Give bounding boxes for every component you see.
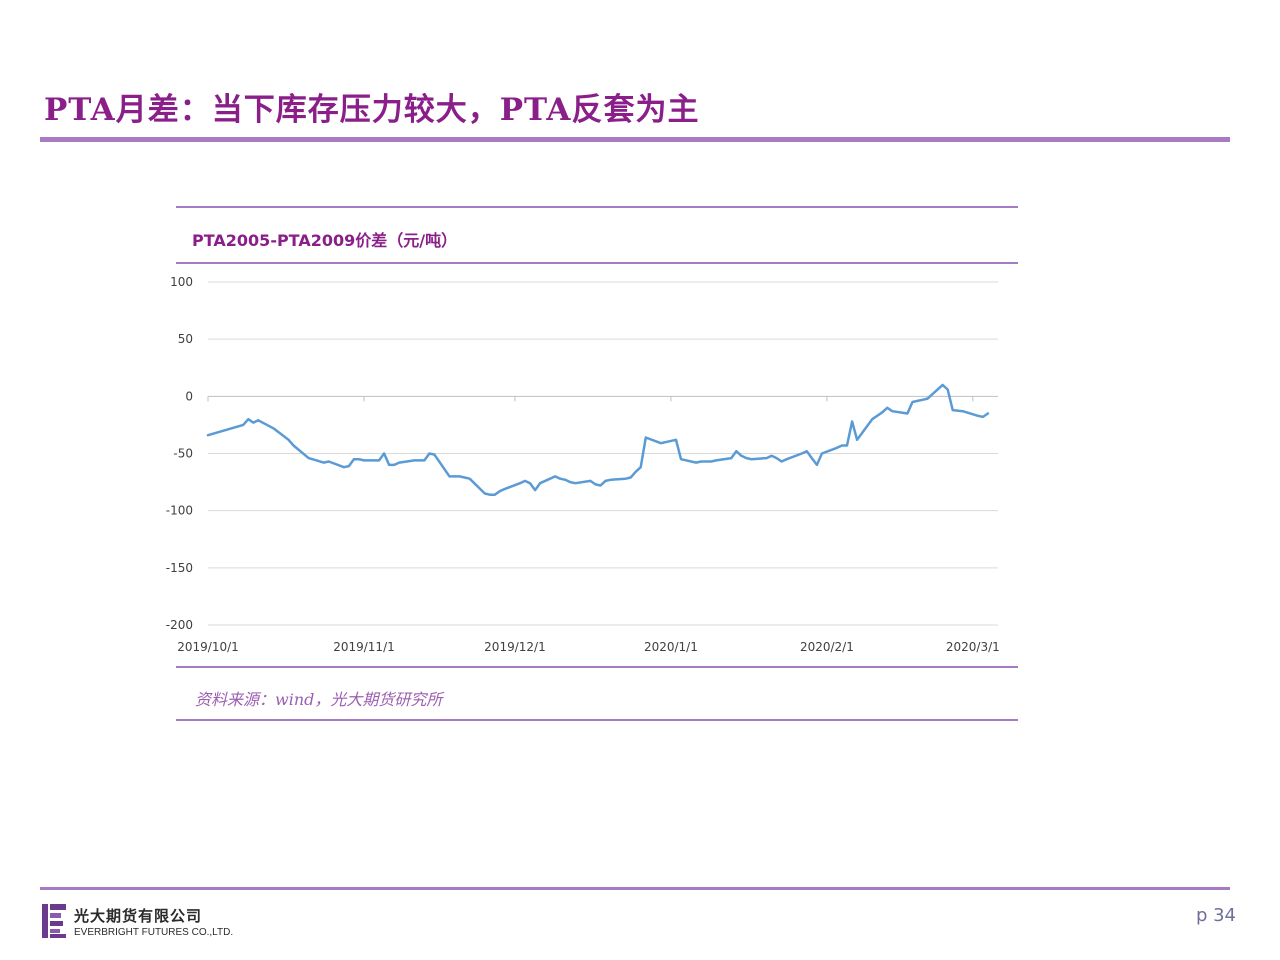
chart-title: PTA2005-PTA2009价差（元/吨） [192,231,458,250]
everbright-logo-icon [42,904,66,938]
y-tick-label: 50 [178,332,193,346]
y-tick-label: -150 [166,561,193,575]
y-tick-label: -200 [166,618,193,632]
logo-name-en: EVERBRIGHT FUTURES CO.,LTD. [74,927,234,938]
page-number: p 34 [1195,905,1236,926]
x-tick-label: 2020/2/1 [800,640,854,654]
y-tick-label: 100 [170,275,193,289]
x-tick-label: 2020/3/1 [946,640,1000,654]
slide-title: PTA月差：当下库存压力较大，PTA反套为主 [44,92,700,128]
y-tick-label: -100 [166,504,193,518]
x-tick-label: 2019/10/1 [177,640,239,654]
grid-layer [208,281,998,626]
chart-svg: 100 50 0 -50 -100 -150 -200 2019/10/1 2019/11/1… [166,206,1018,721]
x-tick-label: 2019/12/1 [484,640,546,654]
x-axis-ticks: 2019/10/1 2019/11/1 2019/12/1 2020/1/1 2020/… [177,396,1000,654]
source-note: 资料来源：wind，光大期货研究所 [195,690,443,709]
series-line [206,383,990,496]
y-tick-label: 0 [185,389,193,403]
x-tick-label: 2019/11/1 [333,640,395,654]
footer-rule [40,887,1230,890]
x-tick-label: 2020/1/1 [644,640,698,654]
y-axis-ticks: 100 50 0 -50 -100 -150 -200 [166,275,193,632]
y-tick-label: -50 [173,447,193,461]
logo-name-cn: 光大期货有限公司 [74,907,203,925]
title-rule [40,137,1230,142]
